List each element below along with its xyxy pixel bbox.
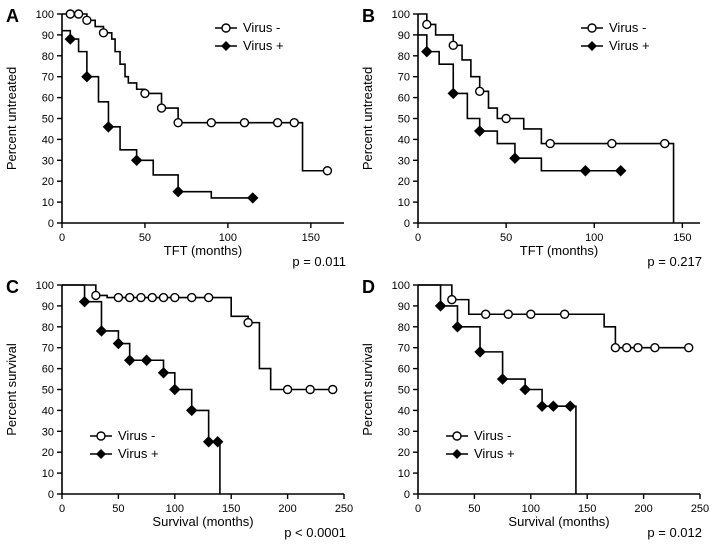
svg-text:Virus +: Virus + bbox=[474, 446, 515, 461]
panel-B-label: B bbox=[362, 6, 375, 27]
svg-text:Percent untreated: Percent untreated bbox=[360, 67, 375, 170]
panel-D-pvalue: p = 0.012 bbox=[647, 525, 702, 540]
panel-D-svg: 0102030405060708090100050100150200250Sur… bbox=[356, 271, 712, 542]
svg-text:0: 0 bbox=[59, 232, 65, 244]
svg-text:Percent untreated: Percent untreated bbox=[4, 67, 19, 170]
svg-text:70: 70 bbox=[42, 72, 54, 84]
svg-text:150: 150 bbox=[302, 232, 320, 244]
svg-text:40: 40 bbox=[398, 405, 410, 417]
panel-C-label: C bbox=[6, 277, 19, 298]
svg-text:60: 60 bbox=[398, 93, 410, 105]
panel-B: B 0102030405060708090100050100150TFT (mo… bbox=[356, 0, 712, 271]
svg-text:50: 50 bbox=[42, 114, 54, 126]
svg-text:100: 100 bbox=[36, 9, 54, 21]
svg-text:50: 50 bbox=[139, 232, 151, 244]
svg-text:0: 0 bbox=[59, 503, 65, 515]
svg-text:150: 150 bbox=[673, 232, 691, 244]
svg-text:0: 0 bbox=[48, 489, 54, 501]
svg-text:TFT (months): TFT (months) bbox=[520, 243, 599, 258]
svg-text:70: 70 bbox=[42, 343, 54, 355]
panel-A-label: A bbox=[6, 6, 19, 27]
figure-grid: A 0102030405060708090100050100150TFT (mo… bbox=[0, 0, 713, 543]
svg-text:30: 30 bbox=[398, 426, 410, 438]
svg-text:30: 30 bbox=[398, 155, 410, 167]
svg-text:80: 80 bbox=[42, 322, 54, 334]
svg-text:100: 100 bbox=[36, 280, 54, 292]
svg-text:Virus -: Virus - bbox=[118, 428, 155, 443]
svg-text:30: 30 bbox=[42, 155, 54, 167]
svg-text:0: 0 bbox=[48, 218, 54, 230]
svg-text:10: 10 bbox=[42, 197, 54, 209]
svg-text:250: 250 bbox=[691, 503, 709, 515]
panel-D-label: D bbox=[362, 277, 375, 298]
svg-text:20: 20 bbox=[42, 447, 54, 459]
svg-text:0: 0 bbox=[415, 232, 421, 244]
svg-text:Virus +: Virus + bbox=[118, 446, 159, 461]
svg-text:90: 90 bbox=[398, 30, 410, 42]
svg-text:70: 70 bbox=[398, 72, 410, 84]
svg-text:50: 50 bbox=[500, 232, 512, 244]
svg-text:Survival (months): Survival (months) bbox=[508, 514, 609, 529]
svg-text:20: 20 bbox=[398, 447, 410, 459]
svg-text:10: 10 bbox=[398, 468, 410, 480]
svg-text:50: 50 bbox=[112, 503, 124, 515]
svg-text:Virus +: Virus + bbox=[609, 38, 650, 53]
panel-C: C 0102030405060708090100050100150200250S… bbox=[0, 271, 356, 542]
svg-text:40: 40 bbox=[42, 134, 54, 146]
svg-text:0: 0 bbox=[404, 489, 410, 501]
svg-text:60: 60 bbox=[42, 364, 54, 376]
panel-C-pvalue: p < 0.0001 bbox=[284, 525, 346, 540]
svg-text:10: 10 bbox=[398, 197, 410, 209]
svg-text:200: 200 bbox=[278, 503, 296, 515]
svg-text:Virus -: Virus - bbox=[243, 20, 280, 35]
svg-text:Percent survival: Percent survival bbox=[4, 343, 19, 436]
svg-text:50: 50 bbox=[42, 385, 54, 397]
svg-text:250: 250 bbox=[335, 503, 353, 515]
panel-C-svg: 0102030405060708090100050100150200250Sur… bbox=[0, 271, 356, 542]
svg-text:Virus +: Virus + bbox=[243, 38, 284, 53]
svg-text:0: 0 bbox=[415, 503, 421, 515]
svg-text:100: 100 bbox=[392, 9, 410, 21]
svg-text:10: 10 bbox=[42, 468, 54, 480]
svg-text:70: 70 bbox=[398, 343, 410, 355]
svg-text:20: 20 bbox=[42, 176, 54, 188]
svg-text:Percent survival: Percent survival bbox=[360, 343, 375, 436]
panel-B-pvalue: p = 0.217 bbox=[647, 254, 702, 269]
panel-D: D 0102030405060708090100050100150200250S… bbox=[356, 271, 712, 542]
svg-text:50: 50 bbox=[398, 385, 410, 397]
panel-A: A 0102030405060708090100050100150TFT (mo… bbox=[0, 0, 356, 271]
svg-text:0: 0 bbox=[404, 218, 410, 230]
svg-text:200: 200 bbox=[634, 503, 652, 515]
panel-A-svg: 0102030405060708090100050100150TFT (mont… bbox=[0, 0, 356, 271]
svg-text:Virus -: Virus - bbox=[474, 428, 511, 443]
svg-text:30: 30 bbox=[42, 426, 54, 438]
svg-text:90: 90 bbox=[398, 301, 410, 313]
svg-text:40: 40 bbox=[398, 134, 410, 146]
svg-text:50: 50 bbox=[468, 503, 480, 515]
svg-text:Survival (months): Survival (months) bbox=[152, 514, 253, 529]
svg-text:80: 80 bbox=[42, 51, 54, 63]
svg-text:90: 90 bbox=[42, 301, 54, 313]
svg-text:20: 20 bbox=[398, 176, 410, 188]
panel-B-svg: 0102030405060708090100050100150TFT (mont… bbox=[356, 0, 712, 271]
svg-text:60: 60 bbox=[42, 93, 54, 105]
svg-text:TFT (months): TFT (months) bbox=[164, 243, 243, 258]
svg-text:80: 80 bbox=[398, 322, 410, 334]
svg-text:50: 50 bbox=[398, 114, 410, 126]
svg-text:90: 90 bbox=[42, 30, 54, 42]
svg-text:80: 80 bbox=[398, 51, 410, 63]
panel-A-pvalue: p = 0.011 bbox=[292, 254, 346, 269]
svg-text:40: 40 bbox=[42, 405, 54, 417]
svg-text:Virus -: Virus - bbox=[609, 20, 646, 35]
svg-text:100: 100 bbox=[392, 280, 410, 292]
svg-text:60: 60 bbox=[398, 364, 410, 376]
